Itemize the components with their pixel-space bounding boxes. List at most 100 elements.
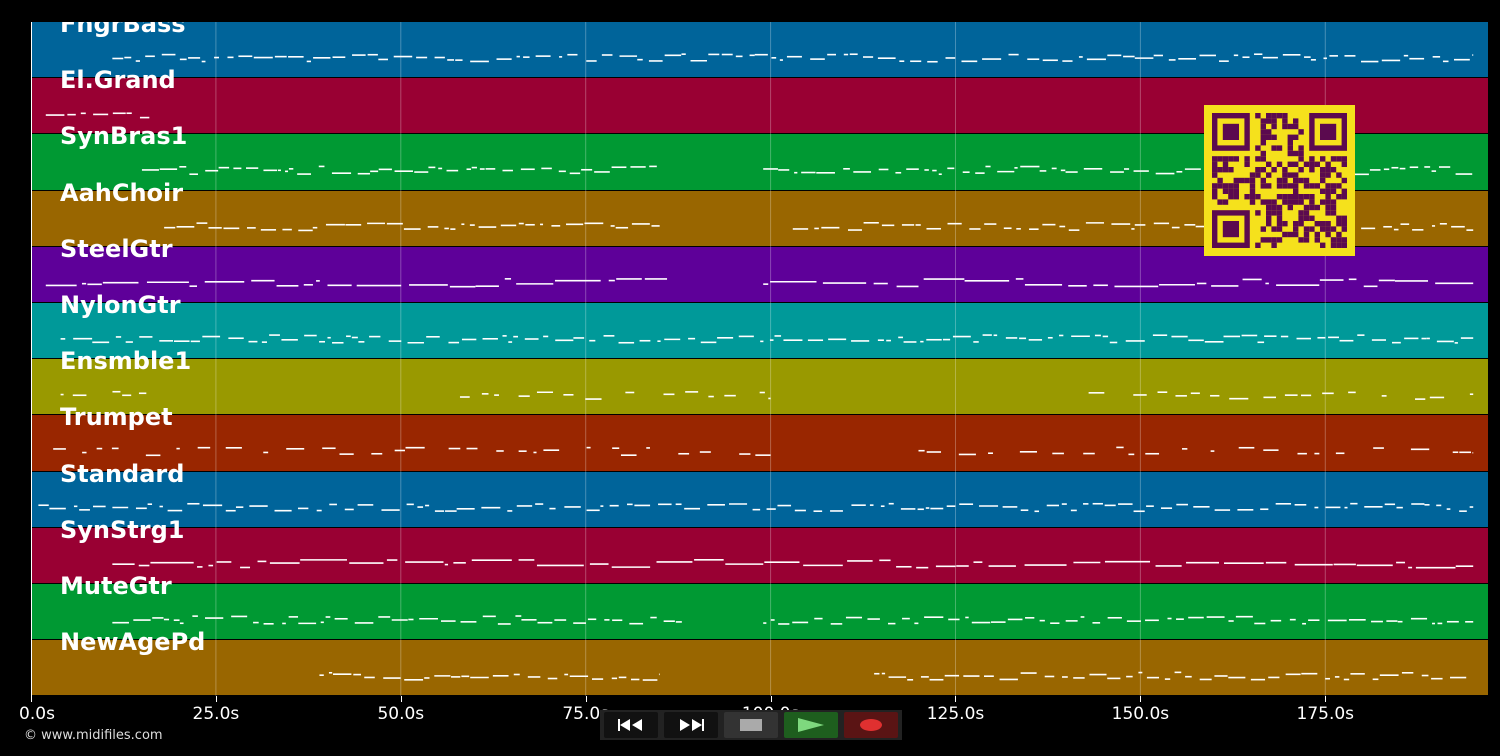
tick-mark [1325, 696, 1327, 702]
qr-module [1260, 134, 1266, 140]
qr-module [1271, 134, 1277, 140]
qr-module [1287, 145, 1293, 151]
qr-module [1266, 215, 1272, 221]
qr-module [1255, 172, 1261, 178]
track-label: Ensmble1 [60, 347, 192, 376]
qr-module [1282, 167, 1288, 173]
qr-module [1293, 188, 1299, 194]
qr-module [1336, 194, 1342, 200]
qr-module [1260, 156, 1266, 162]
qr-module [1271, 113, 1277, 119]
qr-module [1271, 237, 1277, 243]
qr-module [1244, 156, 1250, 162]
qr-module [1212, 188, 1218, 194]
record-button[interactable] [844, 712, 898, 738]
qr-module [1276, 177, 1283, 184]
qr-module [1293, 194, 1299, 200]
track-label: Standard [60, 459, 185, 488]
qr-module [1222, 161, 1229, 167]
qr-module [1212, 194, 1218, 200]
qr-module [1233, 183, 1239, 189]
qr-module [1298, 167, 1304, 173]
qr-module [1330, 167, 1337, 173]
qr-module [1260, 123, 1266, 130]
tick-mark [400, 696, 402, 702]
qr-module [1341, 237, 1347, 243]
track-lane: SynStrg1 [31, 516, 1488, 583]
tick-label: 25.0s [192, 704, 240, 724]
qr-module [1298, 210, 1304, 216]
qr-module [1282, 194, 1288, 200]
qr-module [1293, 177, 1299, 184]
qr-module [1244, 161, 1250, 167]
qr-module [1266, 221, 1272, 227]
qr-module [1266, 204, 1272, 211]
qr-module [1217, 177, 1223, 184]
qr-module [1293, 161, 1299, 167]
qr-module [1266, 172, 1272, 178]
qr-module [1222, 123, 1239, 140]
qr-module [1287, 183, 1293, 189]
qr-module [1239, 177, 1245, 184]
qr-module [1325, 226, 1331, 232]
qr-module [1282, 172, 1288, 178]
note-layer [38, 53, 1474, 681]
qr-module [1298, 129, 1304, 135]
tick-label: 150.0s [1111, 704, 1170, 724]
qr-module [1276, 161, 1283, 167]
qr-module [1222, 188, 1229, 194]
qr-module [1244, 194, 1250, 200]
qr-module [1341, 226, 1347, 232]
qr-module [1320, 188, 1326, 194]
qr-module [1271, 210, 1277, 216]
track-label: SynBras1 [60, 122, 188, 151]
fast-forward-button[interactable] [664, 712, 718, 738]
track-label: AahChoir [60, 178, 184, 207]
qr-module [1276, 113, 1283, 119]
qr-module [1320, 242, 1326, 248]
qr-module [1325, 231, 1331, 238]
qr-module [1336, 231, 1342, 238]
qr-module [1309, 156, 1315, 162]
tick-label: 50.0s [377, 704, 425, 724]
rewind-button[interactable] [604, 712, 658, 738]
track-lane: FngrBass [31, 22, 1488, 78]
qr-module [1282, 113, 1288, 119]
stop-button[interactable] [724, 712, 778, 738]
qr-module [1260, 237, 1266, 243]
qr-module [1320, 226, 1326, 232]
qr-module [1330, 199, 1337, 205]
qr-module [1255, 194, 1261, 200]
qr-module [1249, 177, 1256, 184]
qr-module [1249, 188, 1256, 194]
qr-module [1298, 150, 1304, 157]
track-lane: Trumpet [31, 403, 1488, 471]
qr-module [1325, 172, 1331, 178]
qr-module [1255, 242, 1261, 248]
qr-module [1293, 226, 1299, 232]
qr-code [1204, 105, 1355, 256]
qr-module [1287, 199, 1293, 205]
qr-module [1314, 204, 1320, 211]
qr-module [1222, 199, 1229, 205]
qr-module [1255, 167, 1261, 173]
qr-module [1228, 156, 1234, 162]
qr-module [1314, 237, 1320, 243]
qr-module [1266, 183, 1272, 189]
stop-icon [740, 719, 762, 731]
qr-module [1341, 194, 1347, 200]
tick-mark [955, 696, 957, 702]
qr-module [1266, 129, 1272, 135]
qr-module [1325, 221, 1331, 227]
qr-module [1282, 231, 1288, 238]
play-button[interactable] [784, 712, 838, 738]
qr-module [1233, 177, 1239, 184]
qr-module [1330, 242, 1337, 248]
qr-module [1282, 221, 1288, 227]
qr-module [1282, 123, 1288, 130]
track-label: SynStrg1 [60, 515, 185, 544]
qr-module [1287, 204, 1293, 211]
qr-module [1260, 118, 1266, 124]
qr-module [1303, 215, 1310, 221]
qr-module [1293, 118, 1299, 124]
